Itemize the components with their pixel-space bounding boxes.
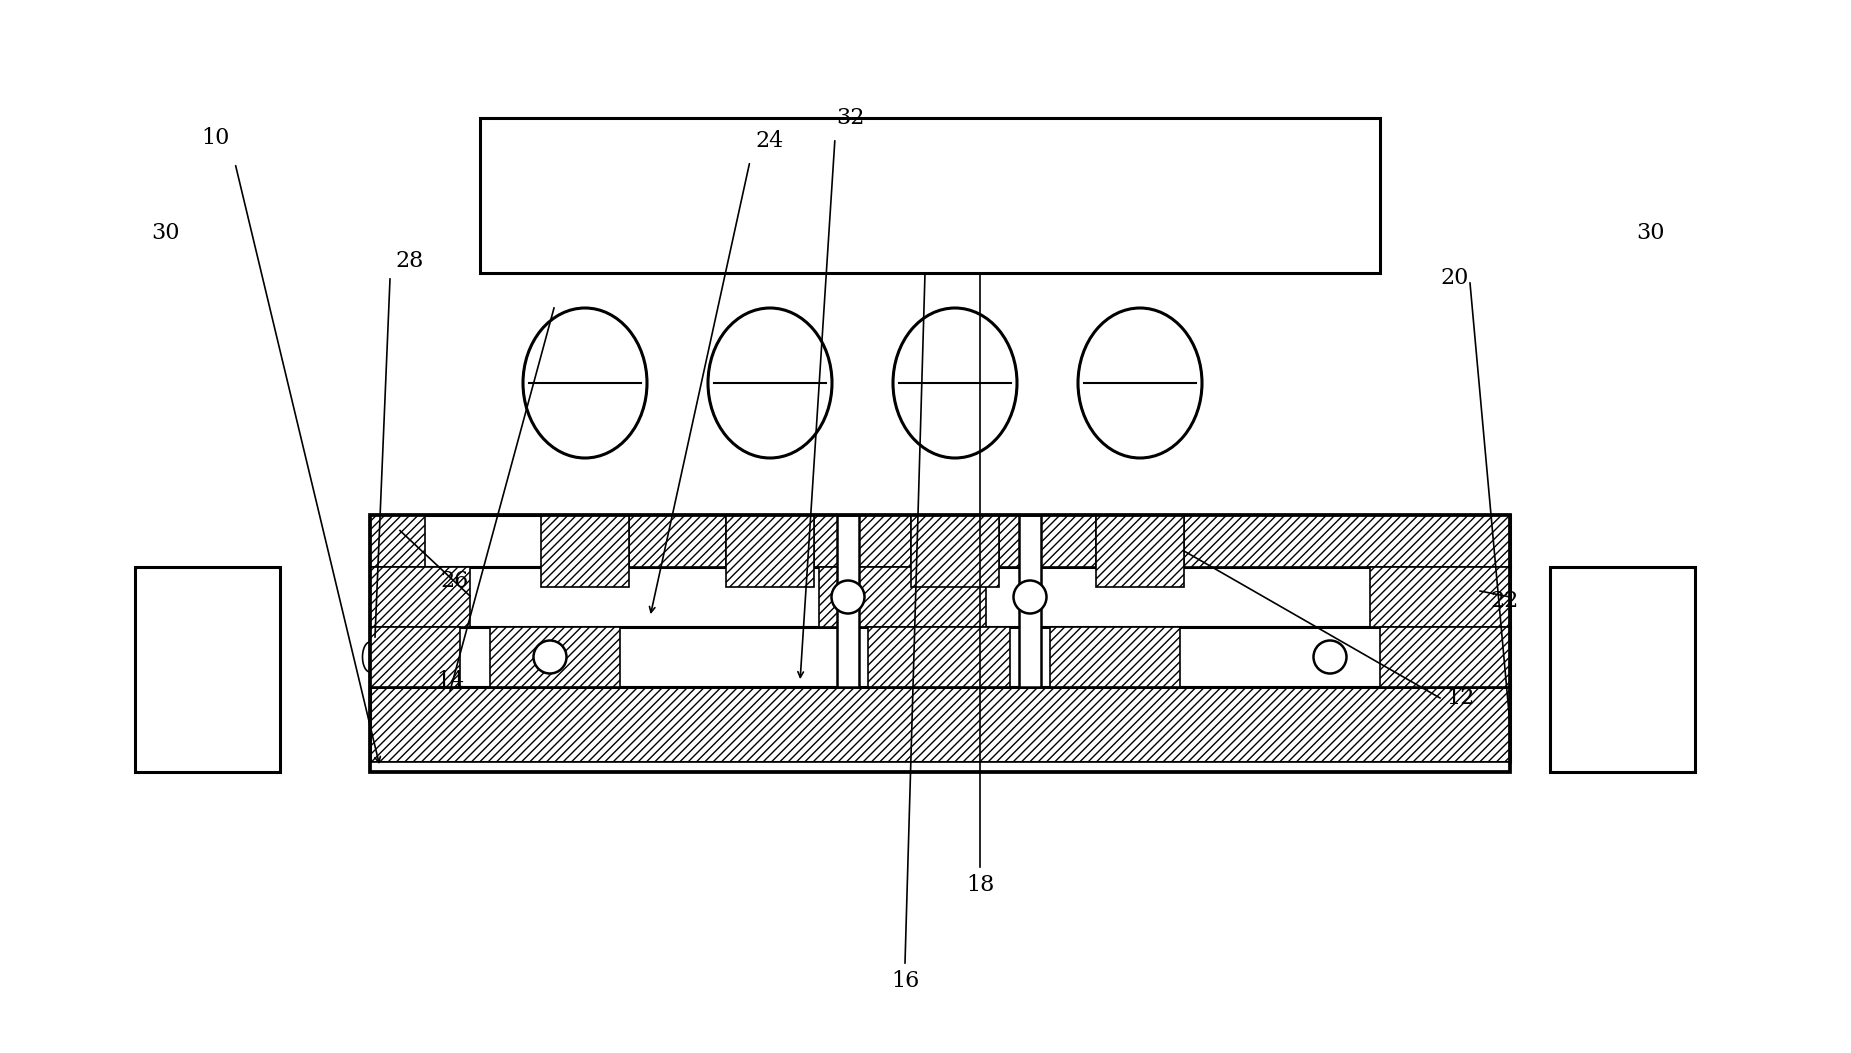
- Text: 16: 16: [890, 970, 920, 992]
- Bar: [726, 515, 814, 567]
- Text: 30: 30: [1636, 222, 1664, 244]
- Bar: [726, 515, 814, 587]
- Circle shape: [1014, 580, 1046, 614]
- Text: 26: 26: [441, 570, 468, 592]
- Bar: [726, 515, 814, 567]
- Bar: [1381, 627, 1510, 687]
- Bar: [540, 515, 629, 567]
- Bar: [491, 627, 620, 687]
- Bar: [814, 515, 911, 567]
- Text: 24: 24: [755, 130, 785, 152]
- Bar: [135, 567, 280, 772]
- Bar: [911, 515, 1000, 567]
- Circle shape: [831, 580, 864, 614]
- Bar: [818, 567, 987, 627]
- Ellipse shape: [892, 307, 1016, 458]
- Bar: [1050, 627, 1179, 687]
- Bar: [370, 627, 1510, 687]
- Bar: [1000, 515, 1096, 567]
- Bar: [370, 687, 1510, 762]
- Text: 18: 18: [966, 874, 994, 896]
- Bar: [911, 515, 1000, 567]
- Text: 10: 10: [200, 127, 230, 150]
- Bar: [1096, 515, 1185, 587]
- Text: 22: 22: [1490, 590, 1520, 612]
- Bar: [370, 515, 1510, 567]
- Ellipse shape: [524, 307, 648, 458]
- Bar: [370, 515, 1510, 772]
- Bar: [1096, 515, 1185, 567]
- Bar: [370, 567, 470, 627]
- Ellipse shape: [1077, 307, 1201, 458]
- Bar: [1185, 515, 1510, 567]
- Text: 14: 14: [435, 670, 465, 692]
- Bar: [629, 515, 726, 567]
- Text: 32: 32: [837, 107, 864, 130]
- Text: 12: 12: [1446, 687, 1473, 709]
- Text: 20: 20: [1440, 267, 1470, 289]
- Bar: [868, 627, 1011, 687]
- Circle shape: [1314, 640, 1346, 674]
- Bar: [837, 515, 859, 687]
- Bar: [911, 515, 1000, 587]
- Bar: [1549, 567, 1696, 772]
- Text: 28: 28: [396, 250, 424, 272]
- Bar: [370, 567, 1510, 627]
- Bar: [370, 515, 426, 567]
- Bar: [1370, 567, 1510, 627]
- Circle shape: [533, 640, 566, 674]
- Ellipse shape: [707, 307, 831, 458]
- Bar: [479, 118, 1381, 273]
- Text: 30: 30: [150, 222, 180, 244]
- Bar: [370, 627, 461, 687]
- Bar: [540, 515, 629, 567]
- Bar: [1020, 515, 1040, 687]
- Bar: [370, 762, 1510, 772]
- Bar: [540, 515, 629, 587]
- Bar: [1096, 515, 1185, 567]
